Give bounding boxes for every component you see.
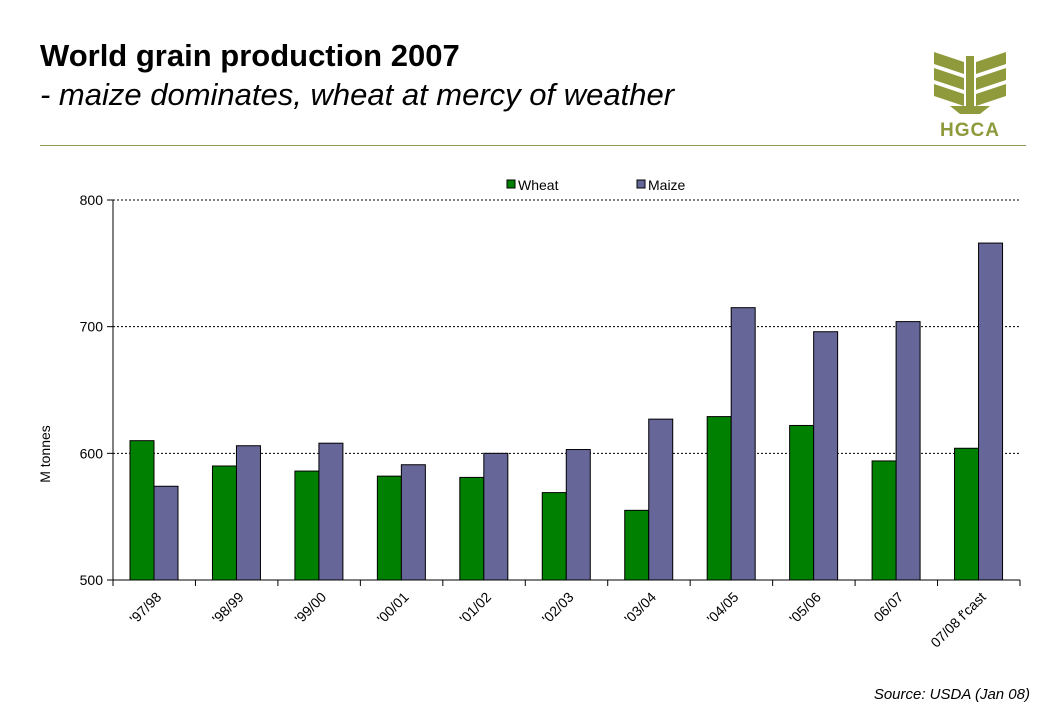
legend-swatch-wheat (506, 179, 516, 189)
x-tick-label: '99/00 (291, 589, 329, 627)
maize-bar (648, 418, 674, 581)
y-tick-label: 500 (80, 572, 104, 588)
chart-legend: Wheat Maize (506, 177, 686, 193)
y-axis-label: M tonnes (37, 425, 53, 483)
logo-text: HGCA (940, 120, 1000, 140)
x-tick-labels: '97/98 '98/99 '99/00 '00/01 '01/02 '02/03 '03/… (126, 589, 989, 651)
page-subtitle: - maize dominates, wheat at mercy of wea… (40, 77, 675, 112)
maize-bar (153, 485, 179, 581)
legend-label-maize: Maize (648, 177, 686, 193)
source-note: Source: USDA (Jan 08) (873, 686, 1030, 703)
y-tick-label: 800 (80, 192, 104, 208)
wheat-bar (459, 476, 485, 581)
wheat-bar (211, 465, 237, 581)
x-tick-label: '02/03 (539, 589, 577, 627)
grid-lines (113, 199, 1020, 454)
wheat-bar (706, 416, 732, 581)
bars-group (129, 242, 1004, 581)
x-tick-label: '00/01 (374, 589, 412, 627)
y-tick-label: 600 (80, 445, 104, 461)
axes-group (107, 199, 1021, 586)
page-title: World grain production 2007 (40, 38, 460, 73)
maize-bar (318, 442, 344, 581)
maize-bar (235, 445, 261, 581)
legend-label-wheat: Wheat (518, 177, 559, 193)
x-tick-label: '04/05 (704, 589, 742, 627)
x-tick-label: '05/06 (786, 589, 824, 627)
wheat-bar (541, 492, 567, 581)
wheat-bar (871, 460, 897, 581)
maize-bar (483, 452, 509, 581)
maize-bar (400, 464, 426, 581)
y-tick-labels: 500 600 700 800 (80, 192, 104, 588)
wheat-bar (294, 470, 320, 581)
maize-bar (895, 321, 921, 581)
x-tick-label: '01/02 (456, 589, 494, 627)
wheat-sheaf-icon (934, 52, 1006, 114)
title-divider (40, 145, 1026, 146)
wheat-bar (129, 440, 155, 581)
maize-bar (730, 307, 756, 581)
legend-swatch-maize (636, 179, 646, 189)
x-tick-label: '98/99 (209, 589, 247, 627)
maize-bar (565, 449, 591, 581)
maize-bar (978, 242, 1004, 581)
y-tick-label: 700 (80, 319, 104, 335)
x-tick-label: '03/04 (621, 589, 659, 627)
x-tick-label: '97/98 (126, 589, 164, 627)
maize-bar (813, 331, 839, 581)
wheat-bar (954, 447, 980, 581)
x-tick-label: 07/08 f'cast (927, 589, 989, 651)
wheat-bar (376, 475, 402, 581)
wheat-bar (789, 424, 815, 581)
grain-production-chart: 500 600 700 800 '97/98 '98/99 '99/00 '00/01 '01… (37, 177, 1021, 651)
x-tick-label: 06/07 (870, 589, 906, 625)
wheat-bar (624, 509, 650, 581)
hgca-logo: HGCA (934, 52, 1006, 140)
